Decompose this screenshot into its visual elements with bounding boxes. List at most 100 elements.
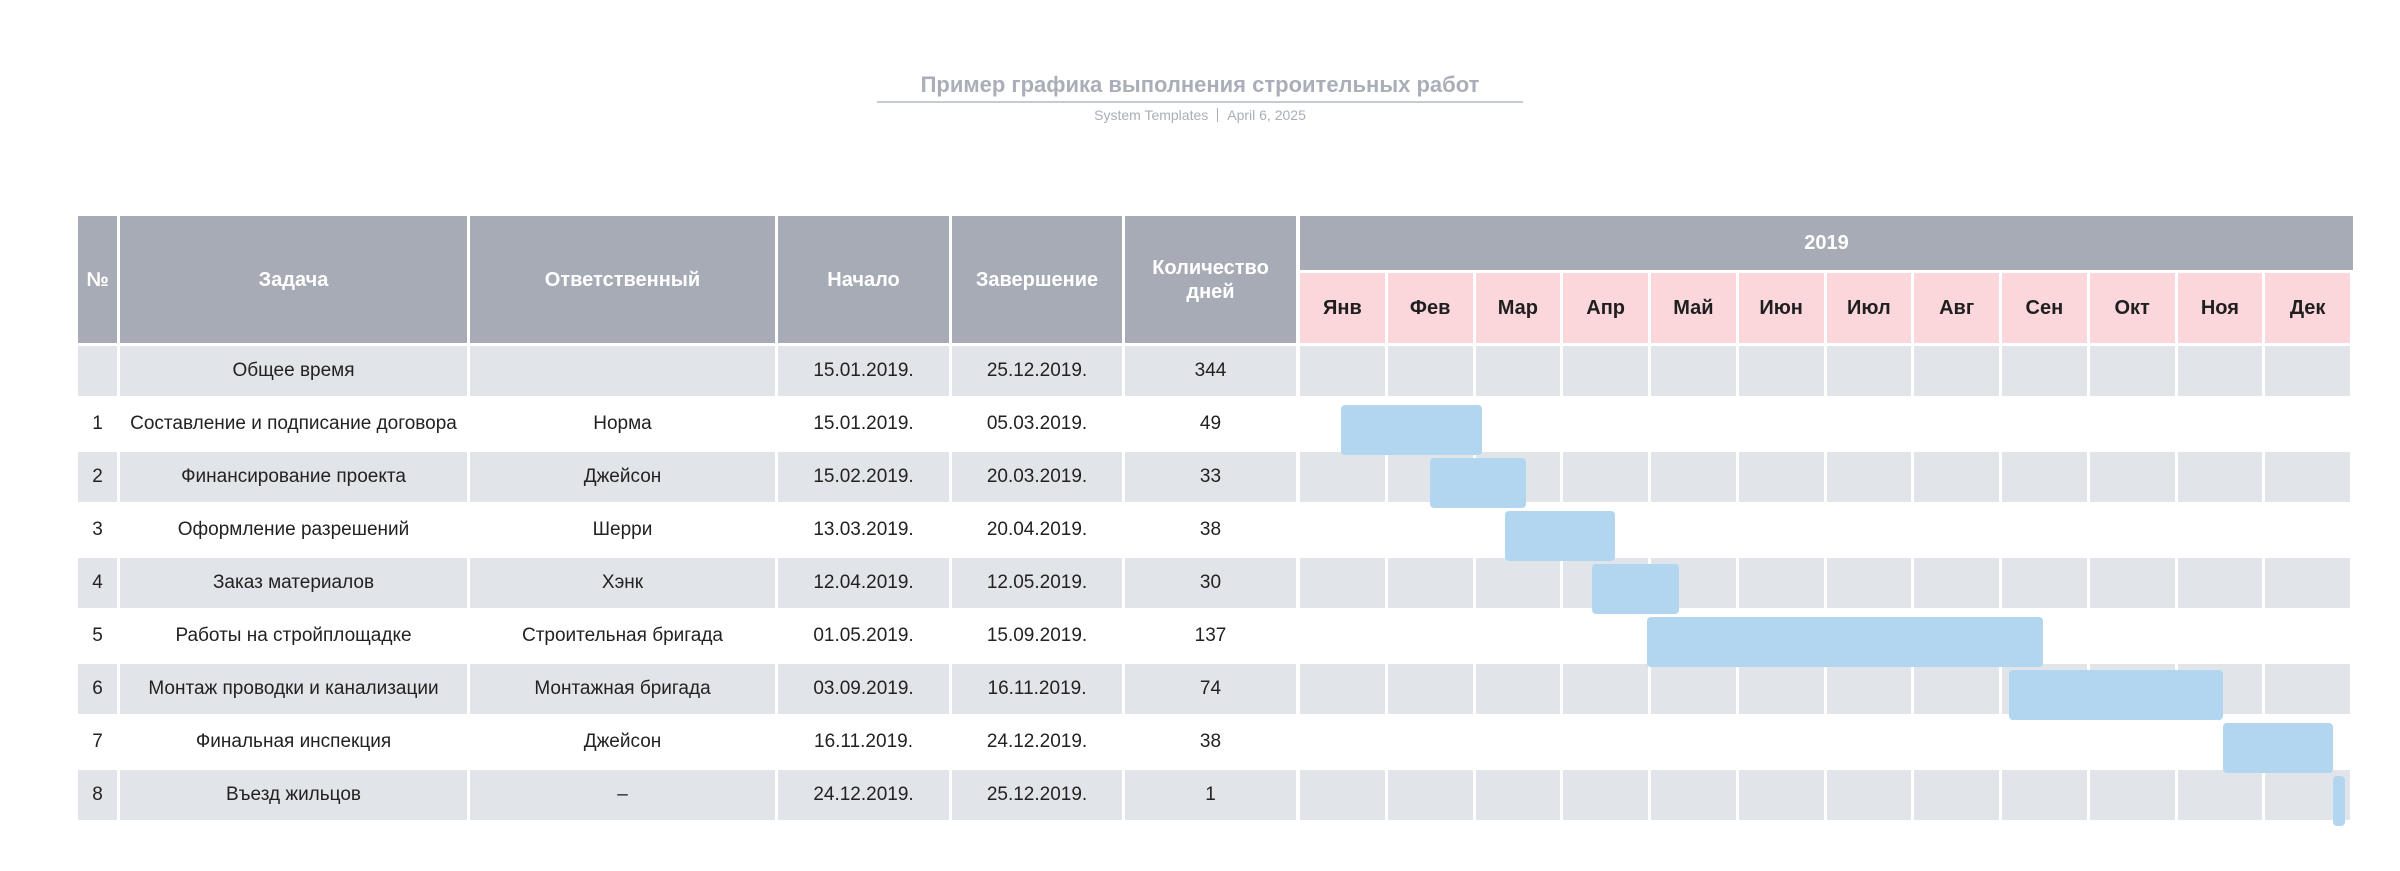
document-date: April 6, 2025 — [1227, 107, 1306, 123]
cell-owner: Джейсон — [470, 452, 775, 502]
cell-start: 01.05.2019. — [778, 611, 949, 661]
timeline-cell — [1475, 717, 1561, 767]
timeline-cell — [2089, 346, 2175, 396]
timeline-cell — [1563, 770, 1648, 820]
cell-number: 2 — [78, 452, 117, 502]
timeline-cell — [1651, 505, 1736, 555]
timeline-cell — [1300, 346, 1385, 396]
timeline-cell — [2089, 770, 2175, 820]
cell-owner — [470, 346, 775, 396]
cell-end: 25.12.2019. — [952, 770, 1122, 820]
document-meta: System Templates April 6, 2025 — [0, 107, 2400, 123]
cell-owner: – — [470, 770, 775, 820]
cell-number — [78, 346, 117, 396]
month-header: Сен — [2002, 273, 2087, 343]
timeline-cell — [2265, 452, 2350, 502]
timeline-cell — [2265, 558, 2350, 608]
timeline-cell — [1651, 770, 1736, 820]
cell-days: 74 — [1125, 664, 1296, 714]
header-owner: Ответственный — [470, 216, 775, 343]
timeline-cell — [1651, 717, 1736, 767]
timeline-cell — [1300, 558, 1385, 608]
timeline-cell — [2265, 611, 2350, 661]
cell-start: 15.01.2019. — [778, 346, 949, 396]
timeline-cell — [1738, 452, 1824, 502]
timeline-cell — [2177, 399, 2263, 449]
timeline-cell — [2002, 505, 2087, 555]
gantt-bar — [1505, 511, 1616, 561]
timeline-cell — [2089, 611, 2175, 661]
cell-days: 38 — [1125, 717, 1296, 767]
timeline-cell — [1300, 452, 1385, 502]
month-header: Май — [1651, 273, 1736, 343]
timeline-cell — [1914, 452, 1999, 502]
month-header: Мар — [1475, 273, 1561, 343]
month-header: Апр — [1563, 273, 1648, 343]
month-header: Янв — [1300, 273, 1385, 343]
timeline-cell — [1475, 346, 1561, 396]
cell-start: 24.12.2019. — [778, 770, 949, 820]
timeline-cell — [2177, 611, 2263, 661]
timeline-cell — [1651, 664, 1736, 714]
timeline-cell — [1387, 346, 1473, 396]
cell-owner: Джейсон — [470, 717, 775, 767]
cell-end: 24.12.2019. — [952, 717, 1122, 767]
meta-separator — [1217, 108, 1219, 122]
timeline-cell — [1475, 558, 1561, 608]
header-number: № — [78, 216, 117, 343]
timeline-cell — [1826, 770, 1912, 820]
cell-number: 7 — [78, 717, 117, 767]
timeline-cell — [2177, 770, 2263, 820]
timeline-cell — [1738, 664, 1824, 714]
cell-days: 33 — [1125, 452, 1296, 502]
cell-number: 8 — [78, 770, 117, 820]
cell-task: Общее время — [120, 346, 467, 396]
cell-end: 20.03.2019. — [952, 452, 1122, 502]
timeline-cell — [1914, 558, 1999, 608]
timeline-cell — [1651, 452, 1736, 502]
cell-owner: Норма — [470, 399, 775, 449]
timeline-cell — [2002, 452, 2087, 502]
timeline-cell — [2177, 346, 2263, 396]
timeline-cell — [1738, 558, 1824, 608]
timeline-cell — [1563, 452, 1648, 502]
timeline-cell — [1300, 611, 1385, 661]
timeline-cell — [1387, 505, 1473, 555]
timeline-cell — [2265, 664, 2350, 714]
cell-start: 16.11.2019. — [778, 717, 949, 767]
cell-end: 15.09.2019. — [952, 611, 1122, 661]
cell-end: 12.05.2019. — [952, 558, 1122, 608]
cell-task: Оформление разрешений — [120, 505, 467, 555]
cell-task: Заказ материалов — [120, 558, 467, 608]
cell-start: 13.03.2019. — [778, 505, 949, 555]
cell-task: Финансирование проекта — [120, 452, 467, 502]
cell-number: 3 — [78, 505, 117, 555]
timeline-cell — [2089, 558, 2175, 608]
cell-start: 03.09.2019. — [778, 664, 949, 714]
header-end: Завершение — [952, 216, 1122, 343]
timeline-cell — [1387, 664, 1473, 714]
cell-number: 6 — [78, 664, 117, 714]
header-start: Начало — [778, 216, 949, 343]
timeline-cell — [2089, 452, 2175, 502]
timeline-cell — [1738, 399, 1824, 449]
month-header: Июн — [1738, 273, 1824, 343]
timeline-cell — [1826, 558, 1912, 608]
timeline-cell — [1651, 399, 1736, 449]
timeline-cell — [2002, 558, 2087, 608]
timeline-cell — [1914, 505, 1999, 555]
timeline-cell — [1738, 717, 1824, 767]
cell-end: 05.03.2019. — [952, 399, 1122, 449]
document-source: System Templates — [1094, 107, 1209, 123]
gantt-bar — [2332, 776, 2345, 826]
month-header: Дек — [2265, 273, 2350, 343]
timeline-cell — [2177, 452, 2263, 502]
timeline-cell — [1563, 611, 1648, 661]
timeline-cell — [2089, 717, 2175, 767]
timeline-cell — [1563, 664, 1648, 714]
document-title: Пример графика выполнения строительных р… — [876, 72, 1524, 103]
cell-start: 15.01.2019. — [778, 399, 949, 449]
timeline-cell — [2177, 505, 2263, 555]
cell-days: 49 — [1125, 399, 1296, 449]
timeline-cell — [2265, 346, 2350, 396]
